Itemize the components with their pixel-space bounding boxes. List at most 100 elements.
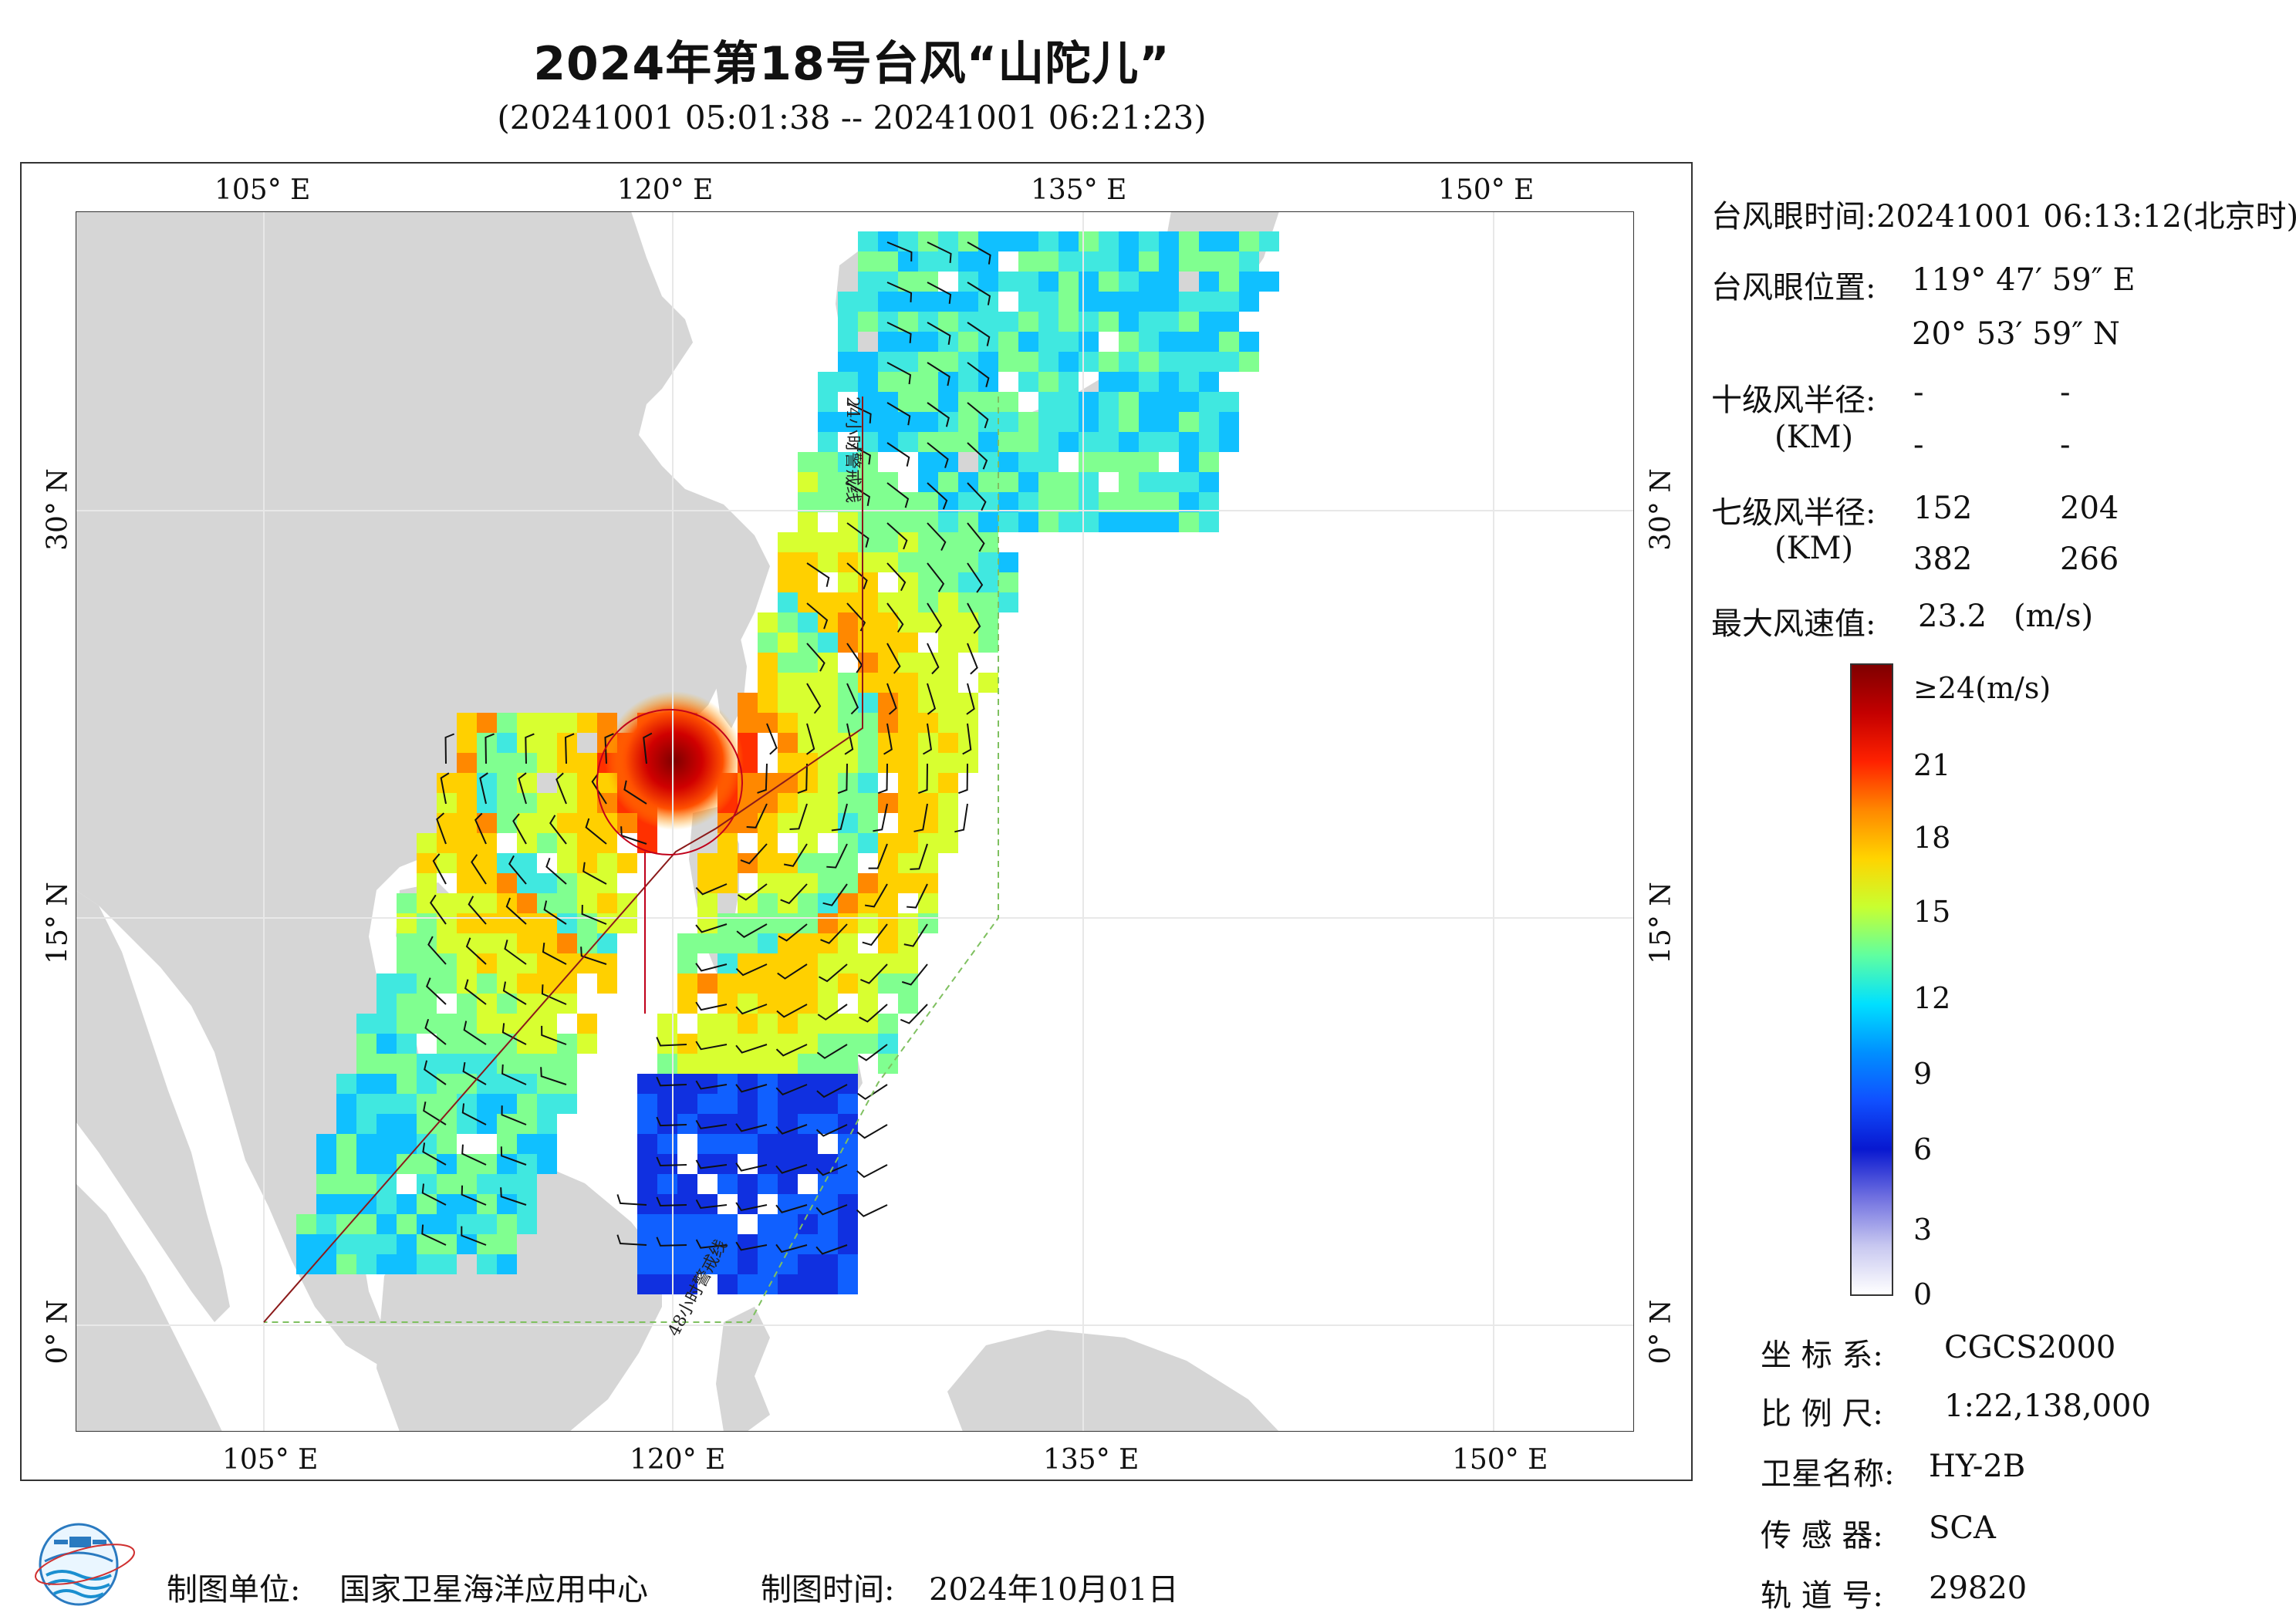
wind-cell [557, 853, 577, 873]
lat-tick-left-0: 0° N [42, 1299, 74, 1365]
wind-barb [886, 562, 907, 592]
land-sulawesi [716, 1307, 770, 1432]
wind-cell [437, 1094, 457, 1114]
wind-barb [735, 1084, 768, 1093]
wind-cell [738, 994, 758, 1014]
wind-cell [437, 793, 457, 813]
wind-cell [838, 933, 858, 953]
wind-cell [838, 693, 858, 713]
wind-cell [477, 753, 497, 773]
wind-cell [577, 753, 597, 773]
wind-cell [898, 432, 918, 452]
wind-cell [778, 1094, 798, 1114]
wind-cell [1179, 332, 1199, 352]
wind-cell [798, 973, 818, 994]
wind-cell [838, 592, 858, 612]
wind-barb [429, 894, 447, 925]
wind-cell [978, 633, 998, 653]
wind-cell [577, 953, 597, 973]
wind-cell [1099, 432, 1119, 452]
wind-cell [457, 873, 477, 893]
wind-barb [735, 963, 768, 977]
r10-value-2: - [2060, 375, 2071, 410]
wind-barb [962, 723, 972, 755]
wind-barb [471, 854, 487, 885]
wind-cell [718, 1014, 738, 1034]
wind-barb [555, 772, 567, 805]
wind-cell [878, 873, 898, 893]
wind-cell [697, 1074, 718, 1094]
wind-cell [537, 713, 557, 733]
wind-cell [798, 472, 818, 492]
wind-cell [557, 873, 577, 893]
wind-cell [376, 1154, 397, 1174]
scale-label: 比 例 尺: [1761, 1396, 1883, 1432]
wind-barb [886, 643, 901, 674]
wind-cell [677, 1234, 697, 1254]
wind-cell [738, 693, 758, 713]
wind-cell [677, 933, 697, 953]
wind-barb [967, 362, 990, 388]
wind-barb [426, 977, 447, 1005]
wind-cell [677, 1034, 697, 1054]
wind-cell [918, 272, 938, 292]
wind-cell [437, 973, 457, 994]
wind-cell [577, 853, 597, 873]
wind-cell [778, 773, 798, 793]
wind-barb [886, 322, 912, 343]
wind-cell [818, 532, 838, 552]
wind-cell [1079, 492, 1099, 512]
wind-cell [918, 532, 938, 552]
wind-cell [1139, 352, 1159, 372]
wind-cell [838, 532, 858, 552]
wind-cell [1038, 352, 1059, 372]
wind-cell [477, 1254, 497, 1274]
crs-label: 坐 标 系: [1761, 1338, 1883, 1373]
wind-cell [898, 292, 918, 312]
wind-cell [938, 552, 958, 572]
wind-cell [477, 1094, 497, 1114]
wind-barb [883, 723, 893, 755]
wind-cell [517, 933, 537, 953]
wind-cell [1199, 272, 1219, 292]
wind-cell [437, 933, 457, 953]
wind-cell [818, 893, 838, 913]
wind-cell [497, 1094, 517, 1114]
wind-cell [818, 793, 838, 813]
wind-cell [858, 312, 878, 332]
wind-cell [738, 933, 758, 953]
wind-cell [818, 432, 838, 452]
wind-barb [967, 241, 991, 265]
wind-cell [778, 693, 798, 713]
wind-cell [517, 1134, 537, 1154]
wind-cell [437, 893, 457, 913]
wind-cell [858, 833, 878, 853]
wind-barb [967, 522, 985, 552]
wind-cell [477, 833, 497, 853]
wind-cell [958, 552, 978, 572]
wind-cell [778, 913, 798, 933]
wind-cell [978, 432, 998, 452]
wind-cell [958, 693, 978, 713]
wind-cell [657, 1214, 677, 1234]
wind-barb [585, 818, 607, 845]
wind-cell [457, 1054, 477, 1074]
wind-cell [316, 1194, 336, 1214]
wind-cell [497, 913, 517, 933]
orbit-label: 轨 道 号: [1761, 1578, 1883, 1614]
wind-cell [1079, 472, 1099, 492]
wind-cell [1219, 392, 1239, 412]
wind-cell [1139, 251, 1159, 272]
wind-cell [1179, 472, 1199, 492]
wind-barb [910, 843, 928, 870]
wind-cell [978, 673, 998, 693]
wind-cell [1159, 292, 1179, 312]
wind-cell [497, 1014, 517, 1034]
wind-cell [938, 312, 958, 332]
wind-cell [1199, 472, 1219, 492]
wind-barb [815, 1124, 848, 1137]
wind-cell [597, 853, 617, 873]
wind-cell [758, 1014, 778, 1034]
wind-cell [437, 773, 457, 793]
wind-cell [1119, 432, 1139, 452]
